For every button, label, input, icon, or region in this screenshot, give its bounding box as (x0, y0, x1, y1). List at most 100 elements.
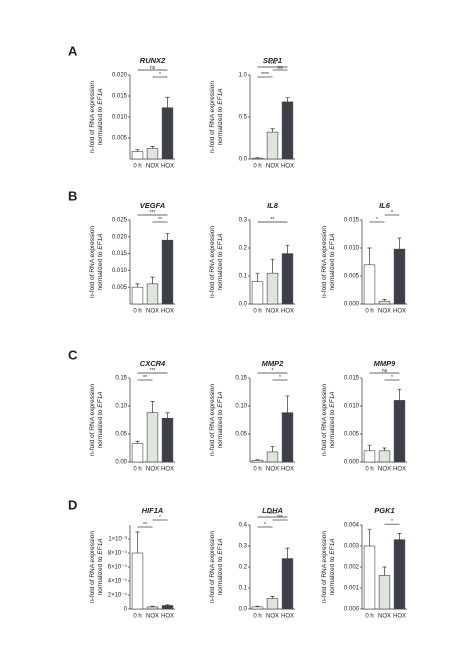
y-tick-label: 0.005 (344, 432, 360, 438)
error-bar (285, 395, 290, 413)
y-tick-label: 1.0 (239, 73, 248, 79)
y-axis-label-line: normalized to (97, 555, 104, 596)
x-tick-label: HOX (161, 467, 174, 473)
bar (251, 606, 264, 610)
chart-title: PGK1 (374, 506, 394, 515)
bar (161, 418, 174, 463)
error-bar (270, 596, 275, 599)
y-tick-label: 0.025 (112, 218, 128, 224)
error-bar (165, 233, 170, 241)
chart-title: RUNX2 (140, 56, 166, 65)
y-axis-label: n-fold of RNA expressionnormalized to EF… (209, 81, 224, 153)
significance-label: *** (150, 368, 156, 374)
significance-label: * (391, 210, 393, 216)
chart-title: CXCR4 (140, 359, 166, 368)
error-bar (135, 440, 140, 444)
y-tick-label: 0.1 (239, 586, 248, 592)
y-axis-label-gene: EF1A (329, 233, 336, 249)
x-tick-label: HOX (161, 614, 174, 620)
y-axis-label-gene: EF1A (217, 391, 224, 407)
y-tick-label: 0.020 (112, 234, 128, 240)
bar (393, 539, 406, 610)
chart-title: SPP1 (263, 56, 282, 65)
x-tick-label: 0 h (253, 309, 261, 315)
y-tick-label: 0.4 (239, 523, 248, 529)
chart-title: LDHA (262, 506, 283, 515)
bar (363, 264, 376, 305)
y-tick-label: 6×10⁻⁴ (108, 564, 128, 571)
y-axis-label-line: n-fold of RNA expression (209, 226, 216, 298)
bar (363, 545, 376, 610)
bar (131, 286, 144, 305)
error-bar (150, 401, 155, 413)
y-axis-label-gene: EF1A (329, 391, 336, 407)
x-tick-label: 0 h (253, 467, 261, 473)
bar (146, 412, 159, 463)
x-tick-label: HOX (281, 309, 294, 315)
y-tick-label: 0.0 (239, 157, 248, 163)
x-tick-label: NOX (146, 614, 159, 620)
y-tick-label: 0.003 (344, 544, 360, 550)
significance-label: ** (143, 522, 147, 528)
bar (266, 598, 279, 610)
significance-label: * (272, 368, 274, 374)
error-bar (397, 388, 402, 401)
chart-title: HIF1A (142, 506, 164, 515)
y-tick-label: 0.010 (344, 404, 360, 410)
error-bar (135, 531, 140, 553)
significance-label: * (159, 515, 161, 521)
y-tick-label: 4×10⁻⁴ (108, 578, 128, 585)
y-axis-label-gene: EF1A (329, 538, 336, 554)
y-axis-label-line: n-fold of RNA expression (321, 226, 328, 298)
x-tick-label: NOX (378, 309, 391, 315)
y-tick-label: 0.015 (344, 376, 360, 382)
bar (251, 157, 264, 160)
error-bar (150, 605, 155, 607)
y-tick-label: 0.005 (112, 136, 128, 142)
bar (131, 151, 144, 160)
bar (146, 606, 159, 610)
y-tick-label: 0.015 (112, 94, 128, 100)
y-tick-label: 8×10⁻⁴ (108, 550, 128, 557)
error-bar (135, 283, 140, 288)
x-tick-label: NOX (266, 467, 279, 473)
y-tick-label: 0.10 (235, 404, 247, 410)
y-axis-label-line: n-fold of RNA expression (89, 81, 96, 153)
significance-label: ** (158, 217, 162, 223)
bar (393, 400, 406, 463)
y-axis-label: n-fold of RNA expressionnormalized to EF… (321, 226, 336, 298)
error-bar (255, 605, 260, 607)
y-tick-label: 0.004 (344, 523, 360, 529)
error-bar (255, 272, 260, 282)
error-bar (285, 97, 290, 102)
x-tick-label: NOX (146, 467, 159, 473)
y-axis-label-line: normalized to (329, 250, 336, 291)
y-tick-label: 0.0 (239, 607, 248, 613)
chart-title: IL8 (267, 201, 279, 210)
error-bar (270, 128, 275, 133)
x-tick-label: 0 h (365, 614, 373, 620)
y-tick-label: 0.3 (239, 218, 248, 224)
bar (281, 101, 294, 160)
y-axis-label-line: normalized to (329, 555, 336, 596)
y-axis-label-line: n-fold of RNA expression (89, 531, 96, 603)
x-tick-label: 0 h (365, 467, 373, 473)
bar (266, 272, 279, 305)
y-tick-label: 0.010 (344, 246, 360, 252)
y-tick-label: 0.15 (235, 376, 247, 382)
bar (146, 283, 159, 305)
y-axis-label-line: normalized to (97, 250, 104, 291)
y-axis-label-line: n-fold of RNA expression (89, 384, 96, 456)
significance-label: *** (277, 515, 283, 521)
y-axis-label-line: n-fold of RNA expression (89, 226, 96, 298)
significance-label: * (279, 375, 281, 381)
bar (363, 450, 376, 463)
y-axis-label-gene: EF1A (217, 233, 224, 249)
significance-label: **** (269, 62, 277, 68)
bar (266, 451, 279, 463)
y-tick-label: 0.2 (239, 565, 248, 571)
y-axis-label-line: normalized to (329, 408, 336, 449)
x-tick-label: NOX (378, 467, 391, 473)
x-tick-label: NOX (146, 164, 159, 170)
